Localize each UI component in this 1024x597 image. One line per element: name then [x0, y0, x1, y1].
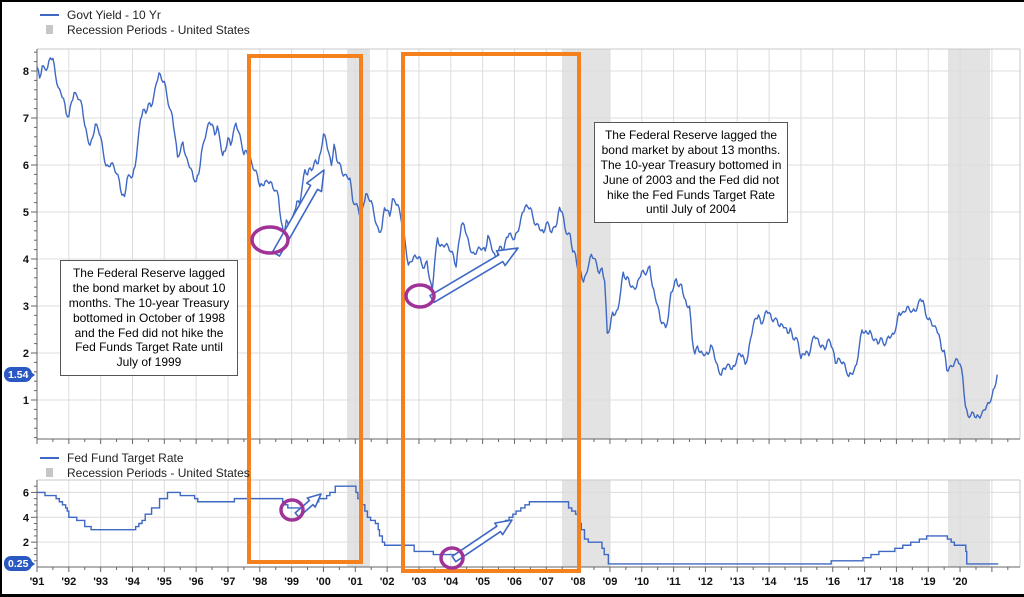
svg-text:8: 8 [23, 66, 29, 78]
svg-text:1: 1 [23, 395, 29, 407]
svg-text:'20: '20 [953, 576, 968, 588]
svg-text:7: 7 [23, 113, 29, 125]
svg-text:'98: '98 [252, 576, 267, 588]
svg-text:'04: '04 [443, 576, 459, 588]
svg-text:6: 6 [23, 160, 29, 172]
svg-text:'07: '07 [539, 576, 554, 588]
svg-text:6: 6 [23, 487, 29, 499]
svg-text:'18: '18 [889, 576, 904, 588]
legend-item-recession-top: Recession Periods - United States [38, 22, 250, 37]
highlight-rects [247, 52, 581, 573]
svg-text:'15: '15 [793, 576, 808, 588]
recession-bands [347, 49, 990, 567]
annotation-box-1998: The Federal Reserve lagged the bond mark… [60, 260, 238, 377]
svg-text:3: 3 [23, 301, 29, 313]
svg-text:'06: '06 [507, 576, 522, 588]
annotation-box-2003: The Federal Reserve lagged the bond mark… [594, 122, 788, 224]
recession-band-marker [46, 468, 53, 477]
svg-text:'09: '09 [603, 576, 618, 588]
line-series-marker [40, 13, 59, 16]
svg-text:'94: '94 [125, 576, 141, 588]
svg-text:'10: '10 [634, 576, 649, 588]
svg-text:'99: '99 [284, 576, 299, 588]
fed-funds-series [37, 485, 999, 565]
svg-text:'13: '13 [730, 576, 745, 588]
svg-text:'02: '02 [380, 576, 395, 588]
svg-text:'11: '11 [666, 576, 680, 588]
svg-text:4: 4 [23, 512, 30, 524]
svg-text:'14: '14 [762, 576, 778, 588]
svg-text:'08: '08 [571, 576, 586, 588]
line-series-marker [40, 456, 59, 459]
legend-label-recession-bottom: Recession Periods - United States [67, 465, 250, 480]
svg-text:'95: '95 [157, 576, 172, 588]
current-value-badge-fed-funds: 0.25 [4, 556, 36, 571]
svg-text:'12: '12 [698, 576, 713, 588]
svg-text:2: 2 [23, 537, 29, 549]
svg-text:'01: '01 [348, 576, 363, 588]
panel-borders [36, 48, 1021, 568]
annotation-arrows [271, 169, 519, 563]
legend-bottom: Fed Fund Target Rate Recession Periods -… [38, 450, 250, 480]
svg-text:'96: '96 [189, 576, 204, 588]
recession-band-marker [46, 25, 53, 34]
legend-top: Govt Yield - 10 Yr Recession Periods - U… [38, 7, 250, 37]
svg-text:'91: '91 [30, 576, 45, 588]
legend-item-fed-funds: Fed Fund Target Rate [38, 450, 250, 465]
svg-text:'16: '16 [825, 576, 840, 588]
svg-text:'19: '19 [921, 576, 936, 588]
legend-label-govt-yield: Govt Yield - 10 Yr [67, 7, 161, 22]
annotation-ellipses [250, 225, 465, 570]
svg-text:'00: '00 [316, 576, 331, 588]
legend-item-recession-bottom: Recession Periods - United States [38, 465, 250, 480]
svg-text:'97: '97 [221, 576, 236, 588]
current-value-badge-govt-yield: 1.54 [4, 367, 36, 382]
svg-text:4: 4 [23, 254, 30, 266]
govt-yield-series [36, 57, 998, 419]
svg-text:5: 5 [23, 207, 29, 219]
svg-text:'03: '03 [412, 576, 427, 588]
svg-text:'92: '92 [61, 576, 76, 588]
svg-text:'17: '17 [857, 576, 872, 588]
svg-text:2: 2 [23, 348, 29, 360]
axis-ticks [31, 51, 1009, 572]
legend-label-recession-top: Recession Periods - United States [67, 22, 250, 37]
legend-label-fed-funds: Fed Fund Target Rate [67, 450, 184, 465]
legend-item-govt-yield: Govt Yield - 10 Yr [38, 7, 250, 22]
svg-text:'93: '93 [93, 576, 108, 588]
svg-text:'05: '05 [475, 576, 490, 588]
axis-labels: 1 2 3 4 5 6 7 8 2 4 6 '91 '92 '93 '94 '95 '96 '97 '98 '99 '0… [23, 66, 968, 588]
